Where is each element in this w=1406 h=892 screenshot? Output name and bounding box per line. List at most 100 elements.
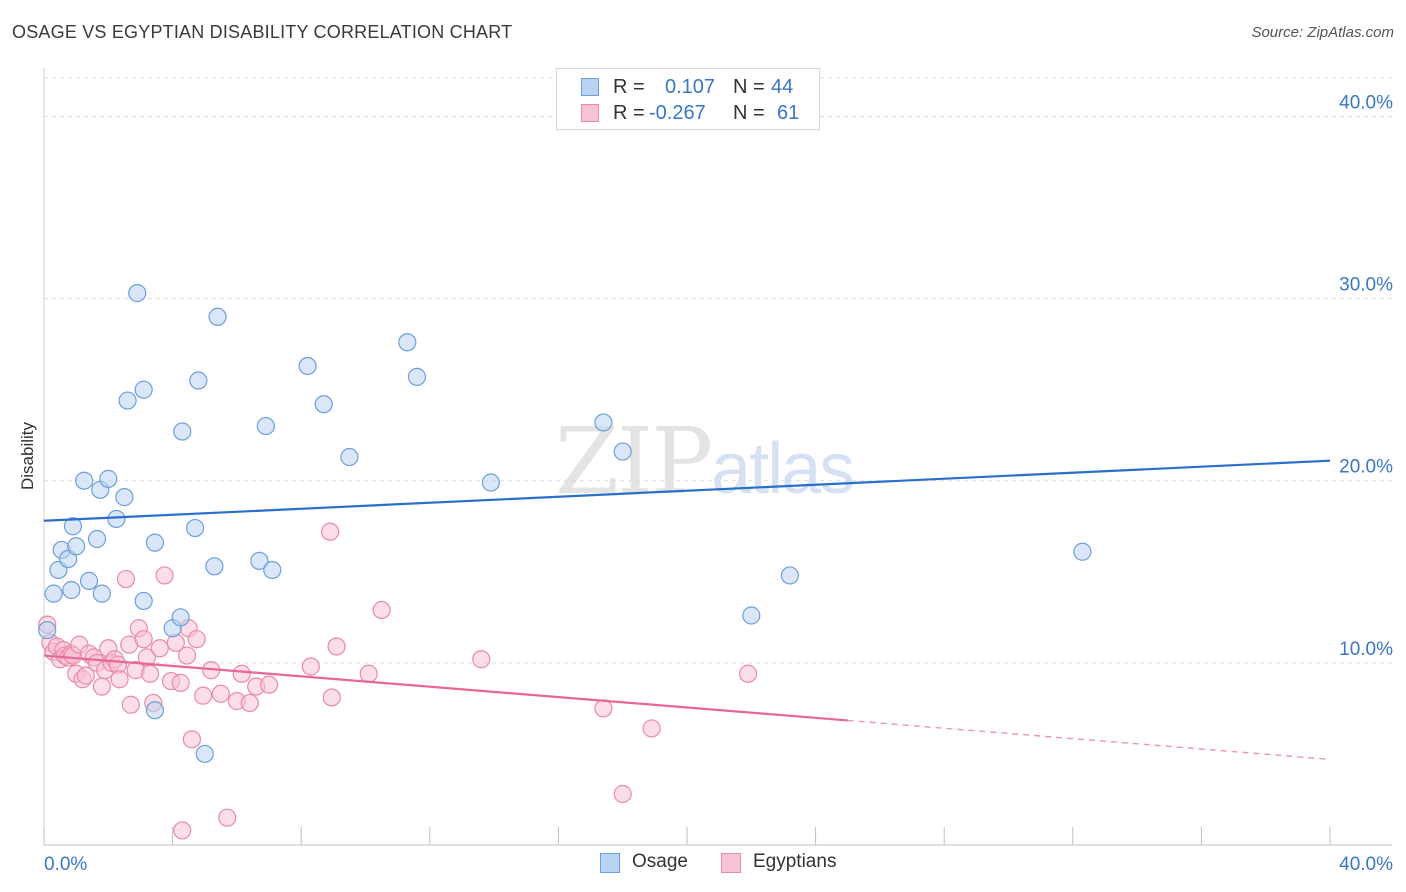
osage-points	[38, 284, 1092, 764]
egyptians-point	[472, 650, 491, 669]
osage-point	[79, 571, 99, 590]
osage-point	[75, 471, 94, 490]
osage-r-value: 0.107	[665, 76, 716, 98]
x-tick-label: 0.0%	[44, 854, 87, 875]
osage-point	[62, 580, 81, 600]
osage-point	[38, 620, 57, 640]
osage-point	[613, 442, 632, 461]
source-label: Source: ZipAtlas.com	[1251, 24, 1394, 41]
egyptians-point	[613, 784, 632, 804]
egyptians-trend-line	[43, 654, 848, 722]
egyptians-point	[232, 664, 251, 683]
egyptians-point	[92, 677, 111, 696]
egyptians-point	[240, 693, 259, 713]
osage-point	[171, 608, 190, 627]
egyptians-point	[301, 657, 320, 676]
egyptians-point	[116, 569, 136, 589]
osage-point	[407, 367, 427, 386]
osage-point	[99, 469, 118, 488]
egyptians-point	[76, 666, 95, 685]
egyptians-swatch	[581, 104, 599, 122]
trend-lines	[43, 459, 1331, 761]
egyptians-point	[327, 637, 346, 656]
osage-point	[107, 509, 126, 529]
y-tick-label: 10.0%	[1339, 639, 1393, 660]
osage-point	[208, 307, 227, 326]
osage-point	[145, 701, 165, 720]
egyptians-point	[173, 821, 192, 840]
egyptians-r-label: R =	[613, 102, 645, 124]
egyptians-legend-swatch	[721, 853, 741, 873]
osage-trend-line	[43, 459, 1331, 522]
egyptians-point	[150, 639, 169, 658]
watermark-atlas: atlas	[711, 429, 855, 509]
osage-point	[186, 518, 205, 538]
egyptians-point	[134, 630, 153, 649]
watermark-zip: ZIP	[555, 408, 713, 515]
osage-swatch	[581, 78, 599, 96]
osage-point	[115, 488, 134, 507]
egyptians-point	[642, 719, 661, 738]
osage-point	[145, 533, 165, 552]
osage-point	[263, 560, 282, 580]
egyptians-point	[211, 684, 230, 703]
osage-point	[118, 391, 137, 410]
egyptians-point	[738, 664, 758, 683]
osage-point	[398, 333, 417, 352]
osage-point	[250, 551, 269, 570]
egyptians-point	[259, 675, 279, 694]
y-tick-label: 20.0%	[1339, 457, 1393, 478]
osage-legend-label: Osage	[632, 851, 688, 872]
osage-legend-swatch	[600, 853, 620, 873]
osage-point	[87, 529, 107, 549]
osage-point	[205, 557, 224, 576]
egyptians-r-value: -0.267	[649, 102, 706, 124]
osage-point	[195, 744, 214, 764]
osage-n-label: N =	[733, 76, 765, 98]
osage-point	[63, 517, 83, 536]
egyptians-point	[322, 688, 341, 707]
y-axis-label: Disability	[18, 421, 37, 491]
egyptians-point	[171, 673, 190, 692]
osage-point	[44, 584, 63, 603]
y-tick-label: 40.0%	[1339, 92, 1393, 113]
osage-point	[134, 380, 153, 399]
egyptians-n-label: N =	[733, 102, 765, 124]
osage-point	[314, 395, 333, 414]
osage-point	[256, 416, 275, 436]
egyptians-point	[218, 808, 237, 827]
y-tick-label: 30.0%	[1339, 275, 1393, 296]
osage-point	[1073, 542, 1092, 561]
egyptians-point	[194, 686, 213, 705]
egyptians-point	[140, 664, 160, 683]
watermark: ZIPatlas	[555, 408, 855, 515]
x-tick-label: 40.0%	[1339, 854, 1393, 875]
egyptians-n-value: 61	[777, 102, 800, 124]
egyptians-point	[594, 699, 613, 718]
osage-point	[742, 606, 761, 625]
egyptians-point	[177, 646, 197, 665]
tick-labels: 10.0% 20.0% 30.0% 40.0% 0.0% 40.0%	[44, 92, 1393, 875]
egyptians-legend-label: Egyptians	[753, 851, 837, 872]
osage-point	[340, 447, 359, 467]
osage-point	[298, 356, 317, 376]
osage-r-label: R =	[613, 76, 645, 98]
osage-point	[67, 537, 86, 556]
axes	[43, 68, 1392, 846]
egyptians-point	[359, 664, 378, 683]
osage-point	[189, 371, 208, 390]
chart-title: OSAGE VS EGYPTIAN DISABILITY CORRELATION…	[12, 22, 513, 42]
egyptians-point	[182, 730, 201, 749]
egyptians-point	[187, 630, 206, 649]
osage-point	[92, 584, 111, 603]
egyptians-points	[38, 522, 758, 840]
correlation-legend: R = 0.107 N = 44 R = -0.267 N = 61	[556, 68, 820, 130]
egyptians-point	[372, 600, 391, 620]
egyptians-point	[110, 670, 129, 689]
osage-point	[128, 284, 147, 303]
osage-point	[134, 591, 153, 611]
osage-n-value: 44	[771, 76, 794, 98]
grid-lines	[44, 77, 1392, 664]
osage-point	[173, 422, 192, 441]
